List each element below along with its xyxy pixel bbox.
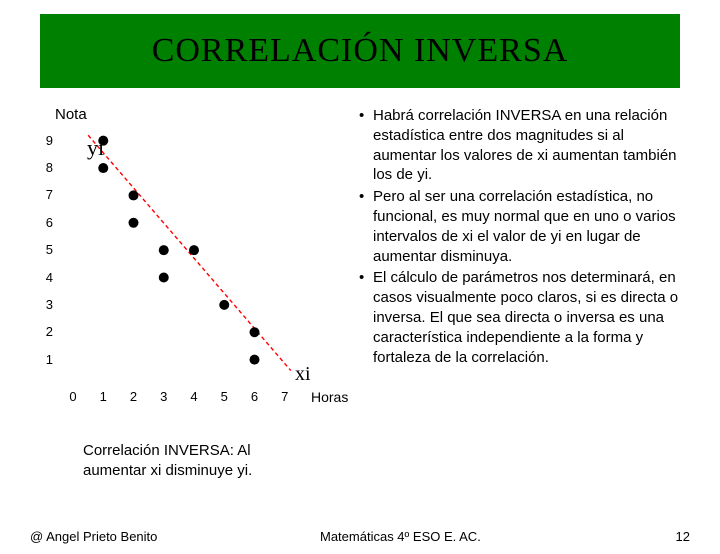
caption-line-1: Correlación INVERSA: Al (83, 442, 251, 459)
chart-column: Nota 123456789 01234567 yi xi Horas Corr… (55, 106, 355, 480)
y-tick-label: 5 (41, 242, 53, 257)
data-point (219, 300, 229, 310)
x-tick-label: 7 (278, 389, 292, 404)
y-tick-label: 6 (41, 215, 53, 230)
trend-line (88, 135, 291, 370)
chart-caption: Correlación INVERSA: Al aumentar xi dism… (83, 441, 313, 480)
y-tick-label: 8 (41, 160, 53, 175)
y-axis-title: yi (87, 135, 104, 161)
x-tick-label: 5 (217, 389, 231, 404)
data-point (250, 355, 260, 365)
footer-course: Matemáticas 4º ESO E. AC. (310, 529, 650, 544)
nota-label: Nota (55, 106, 355, 123)
scatter-chart: 123456789 01234567 yi xi Horas (55, 127, 335, 407)
x-tick-label: 3 (157, 389, 171, 404)
data-point (189, 245, 199, 255)
y-tick-label: 4 (41, 270, 53, 285)
footer-page: 12 (650, 529, 690, 544)
x-axis-unit: Horas (311, 389, 348, 405)
data-point (250, 327, 260, 337)
y-tick-label: 2 (41, 324, 53, 339)
y-tick-label: 9 (41, 133, 53, 148)
x-axis-title: xi (295, 363, 311, 386)
data-point (98, 163, 108, 173)
text-column: Habrá correlación INVERSA en una relació… (355, 106, 690, 480)
y-tick-label: 7 (41, 187, 53, 202)
slide-title: CORRELACIÓN INVERSA (152, 32, 569, 69)
data-point (159, 245, 169, 255)
bullet-item: Habrá correlación INVERSA en una relació… (359, 106, 690, 185)
x-tick-label: 1 (96, 389, 110, 404)
slide-title-bar: CORRELACIÓN INVERSA (40, 14, 680, 88)
x-tick-label: 6 (248, 389, 262, 404)
chart-svg (55, 127, 335, 407)
bullet-list: Habrá correlación INVERSA en una relació… (359, 106, 690, 367)
x-tick-label: 4 (187, 389, 201, 404)
bullet-item: Pero al ser una correlación estadística,… (359, 187, 690, 266)
x-tick-label: 0 (66, 389, 80, 404)
slide-footer: @ Angel Prieto Benito Matemáticas 4º ESO… (0, 529, 720, 544)
x-tick-label: 2 (127, 389, 141, 404)
data-point (129, 218, 139, 228)
y-tick-label: 3 (41, 297, 53, 312)
data-point (159, 273, 169, 283)
data-point (129, 190, 139, 200)
bullet-item: El cálculo de parámetros nos determinará… (359, 268, 690, 367)
y-tick-label: 1 (41, 352, 53, 367)
content-area: Nota 1 2 3 4 5 6 7 8 9 0 1 2 3 4 5 6 7 yi xi Horas Corr… (0, 88, 720, 480)
footer-author: @ Angel Prieto Benito (30, 529, 310, 544)
caption-line-2: aumentar xi disminuye yi. (83, 462, 252, 479)
